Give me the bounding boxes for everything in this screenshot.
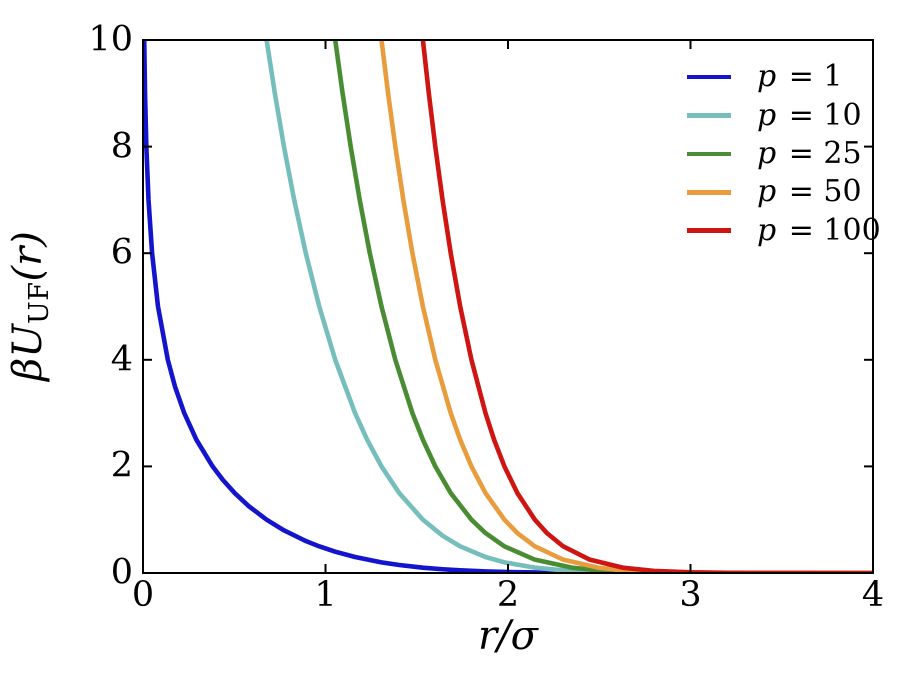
x-tick-label-3: 3 — [679, 575, 702, 615]
legend-label-var: p — [757, 174, 777, 210]
legend-label: p = 25 — [757, 135, 862, 171]
legend-label-value: = 25 — [779, 135, 862, 171]
legend-label-value: = 50 — [779, 174, 862, 210]
axis-ticks — [142, 39, 874, 574]
legend-label: p = 10 — [757, 97, 862, 133]
y-axis-label-prefix: βU — [5, 324, 51, 381]
curve-p100 — [420, 40, 873, 573]
y-tick-label-6: 6 — [110, 232, 133, 273]
x-axis-label: r/σ — [478, 613, 538, 659]
x-tick-label-2: 2 — [496, 575, 520, 615]
legend-label-value: = 10 — [779, 97, 862, 133]
legend-item-p100: p = 100 — [687, 212, 881, 250]
legend-item-p10: p = 10 — [687, 96, 881, 134]
y-axis-label: βUUF(r) — [5, 231, 55, 381]
legend-label: p = 50 — [757, 177, 862, 207]
legend-label-var: p — [757, 59, 777, 95]
x-tick-label-0: 0 — [131, 575, 155, 615]
legend-label-var: p — [757, 97, 777, 133]
legend-label-value: = 100 — [779, 212, 881, 248]
x-tick-label-4: 4 — [861, 575, 885, 615]
y-tick-label-0: 0 — [110, 552, 133, 593]
x-axis-label-text: r/σ — [478, 613, 538, 659]
x-tick-label-1: 1 — [314, 575, 337, 615]
legend-label-value: = 1 — [779, 59, 843, 95]
legend-line-swatch — [687, 113, 731, 118]
legend-label: p = 1 — [757, 62, 843, 92]
legend-item-p50: p = 50 — [687, 173, 881, 211]
y-tick-label-8: 8 — [110, 126, 133, 167]
y-tick-label-2: 2 — [110, 445, 133, 486]
y-tick-label-4: 4 — [110, 339, 133, 380]
legend-line-swatch — [687, 228, 731, 234]
legend-item-p1: p = 1 — [687, 58, 881, 96]
legend-line-swatch — [687, 151, 731, 157]
legend-label-var: p — [757, 135, 777, 171]
legend-label: p = 100 — [757, 212, 881, 248]
legend-item-p25: p = 25 — [687, 135, 881, 173]
legend-line-swatch — [687, 74, 731, 80]
y-axis-label-subscript: UF — [24, 281, 55, 325]
legend-line-swatch — [687, 190, 731, 195]
y-tick-label-10: 10 — [88, 19, 133, 60]
y-axis-label-suffix: (r) — [5, 231, 51, 282]
legend-label-var: p — [757, 212, 777, 248]
